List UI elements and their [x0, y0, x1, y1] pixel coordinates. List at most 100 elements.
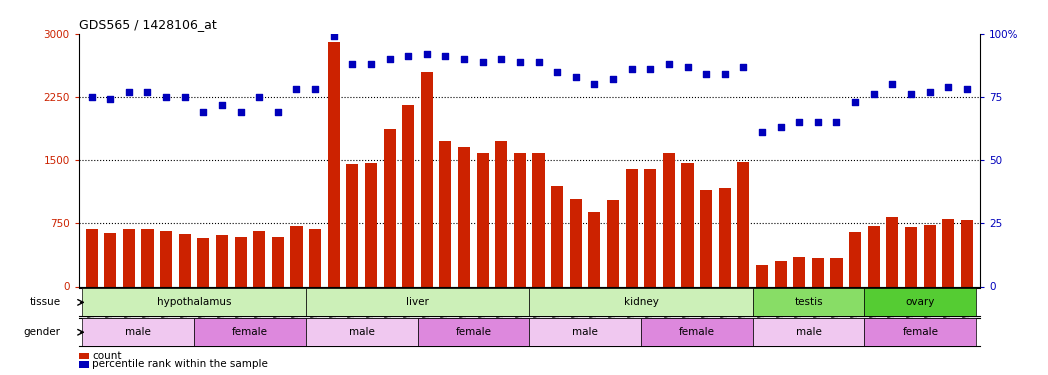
Bar — [194, 318, 306, 346]
Bar — [607, 200, 619, 286]
Text: count: count — [92, 351, 122, 361]
Point — [735, 64, 751, 70]
Bar — [328, 42, 340, 286]
Point — [809, 119, 826, 125]
Text: kidney: kidney — [624, 297, 658, 307]
Bar — [365, 163, 377, 286]
Point — [102, 96, 118, 102]
Bar — [641, 318, 752, 346]
Point — [791, 119, 808, 125]
Bar — [700, 190, 713, 286]
Point — [679, 64, 696, 70]
Bar — [79, 361, 89, 368]
Point — [158, 94, 175, 100]
Point — [307, 86, 324, 92]
Bar — [346, 164, 358, 286]
Bar — [961, 220, 973, 286]
Point — [83, 94, 100, 100]
Text: male: male — [572, 327, 598, 337]
Bar — [458, 147, 471, 286]
Bar — [756, 266, 768, 286]
Bar — [570, 199, 582, 286]
Text: tissue: tissue — [29, 297, 61, 307]
Point — [698, 71, 715, 77]
Bar — [79, 352, 89, 359]
Bar — [271, 237, 284, 286]
Text: male: male — [126, 327, 151, 337]
Point — [400, 54, 417, 60]
Point — [288, 86, 305, 92]
Bar — [83, 318, 194, 346]
Bar — [514, 153, 526, 286]
Bar — [216, 235, 228, 286]
Point — [381, 56, 398, 62]
Bar — [849, 232, 861, 286]
Bar — [752, 288, 865, 316]
Bar — [309, 229, 321, 286]
Point — [754, 129, 770, 135]
Point — [475, 58, 492, 64]
Bar — [904, 226, 917, 286]
Bar — [197, 238, 210, 286]
Bar — [865, 288, 976, 316]
Bar — [86, 229, 97, 286]
Point — [641, 66, 658, 72]
Bar — [254, 231, 265, 286]
Bar — [551, 186, 563, 286]
Bar — [588, 212, 601, 286]
Point — [418, 51, 435, 57]
Point — [605, 76, 621, 82]
Bar — [420, 72, 433, 286]
Bar — [681, 163, 694, 286]
Text: liver: liver — [406, 297, 429, 307]
Text: male: male — [349, 327, 374, 337]
Point — [940, 84, 957, 90]
Bar — [384, 129, 396, 286]
Point — [214, 102, 231, 108]
Text: testis: testis — [794, 297, 823, 307]
Point — [195, 109, 212, 115]
Point — [828, 119, 845, 125]
Point — [530, 58, 547, 64]
Point — [139, 89, 156, 95]
Bar — [719, 188, 730, 286]
Point — [847, 99, 864, 105]
Point — [883, 81, 900, 87]
Bar — [529, 318, 641, 346]
Bar — [160, 231, 172, 286]
Point — [363, 61, 379, 67]
Bar — [868, 226, 879, 286]
Bar — [529, 288, 752, 316]
Point — [624, 66, 640, 72]
Point — [456, 56, 473, 62]
Bar — [179, 234, 191, 286]
Text: female: female — [679, 327, 715, 337]
Bar — [942, 219, 955, 286]
Bar — [235, 237, 246, 286]
Bar — [645, 170, 656, 286]
Text: female: female — [902, 327, 938, 337]
Text: gender: gender — [23, 327, 61, 337]
Bar — [738, 162, 749, 286]
Text: female: female — [232, 327, 268, 337]
Bar — [306, 318, 417, 346]
Bar — [774, 261, 787, 286]
Bar — [83, 288, 306, 316]
Text: female: female — [456, 327, 492, 337]
Bar — [626, 170, 638, 286]
Bar — [123, 229, 135, 286]
Point — [493, 56, 509, 62]
Bar — [306, 288, 529, 316]
Text: male: male — [795, 327, 822, 337]
Point — [772, 124, 789, 130]
Point — [344, 61, 361, 67]
Bar — [402, 105, 414, 286]
Bar — [439, 141, 452, 286]
Text: GDS565 / 1428106_at: GDS565 / 1428106_at — [79, 18, 216, 31]
Point — [269, 109, 286, 115]
Bar — [104, 233, 116, 286]
Point — [717, 71, 734, 77]
Bar — [865, 318, 976, 346]
Point — [233, 109, 249, 115]
Point — [549, 69, 566, 75]
